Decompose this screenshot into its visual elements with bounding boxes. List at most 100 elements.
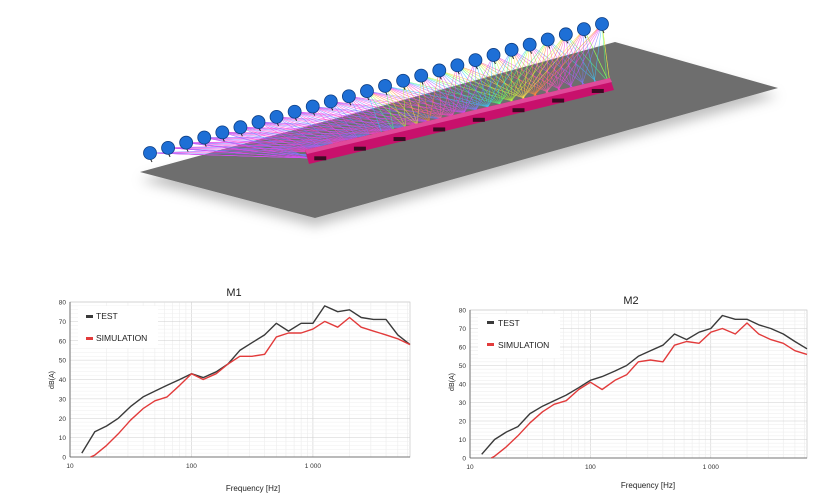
y-tick-label: 10 — [59, 435, 67, 442]
ray-path — [511, 49, 540, 102]
ray-path — [457, 65, 494, 113]
train-roof — [305, 78, 612, 154]
ray-path — [258, 121, 415, 133]
x-tick-label: 1 000 — [305, 463, 322, 470]
microphone-icon — [197, 130, 212, 145]
ray-path — [475, 60, 491, 114]
ray-path — [457, 65, 466, 120]
legend-swatch-simulation — [487, 343, 494, 346]
ray-path — [312, 106, 461, 122]
ray-path — [565, 34, 611, 85]
ray-path — [552, 23, 603, 99]
ray-path — [403, 80, 515, 108]
ray-path — [149, 152, 322, 155]
ray-path — [294, 111, 423, 131]
ray-path — [168, 147, 333, 153]
microphone-icon — [504, 42, 519, 57]
ray-path — [276, 116, 439, 127]
ray-path — [475, 59, 559, 98]
ray-path — [511, 49, 567, 95]
ray-path — [348, 95, 455, 123]
ray-path — [519, 39, 549, 107]
ray-path — [402, 80, 420, 131]
x-tick-label: 100 — [186, 463, 197, 470]
ray-path — [149, 152, 309, 159]
legend-label-simulation: SIMULATION — [96, 333, 147, 343]
microphone-icon — [414, 68, 429, 83]
ray-path — [168, 147, 309, 159]
train-model — [305, 78, 614, 164]
ray-path — [555, 29, 585, 98]
ray-path — [439, 70, 510, 109]
ray-path — [294, 111, 450, 124]
train-bogies — [314, 88, 604, 161]
microphone-icon — [432, 63, 447, 78]
ray-path — [475, 59, 532, 104]
ray-path — [579, 23, 603, 92]
bogie — [552, 98, 565, 103]
microphone-icon — [215, 125, 230, 140]
ray-path — [204, 137, 309, 159]
ray-path — [439, 70, 483, 116]
x-axis-label: Frequency [Hz] — [621, 481, 675, 490]
ray-path — [366, 90, 385, 140]
y-tick-label: 80 — [459, 308, 467, 315]
ray-path — [312, 106, 420, 131]
ray-path — [366, 90, 439, 127]
ray-path — [294, 111, 382, 141]
microphone-icon — [179, 135, 194, 150]
microphone-icon — [522, 37, 537, 52]
ray-path — [421, 75, 526, 106]
ray-path — [568, 29, 585, 95]
ray-path — [439, 70, 496, 113]
ray-path — [451, 65, 458, 123]
microphone-icon — [143, 146, 157, 160]
ray-path — [438, 70, 456, 123]
ray-path — [493, 54, 542, 101]
bogie — [353, 146, 366, 151]
ray-path — [475, 60, 477, 117]
ray-path — [384, 85, 423, 131]
ray-path — [506, 39, 549, 110]
ray-path — [402, 80, 447, 125]
ray-path — [565, 34, 586, 91]
microphone-icon — [558, 27, 573, 42]
ray-path — [457, 64, 548, 100]
ray-path — [533, 39, 549, 103]
y-tick-label: 60 — [59, 338, 67, 345]
ray-path — [330, 101, 472, 119]
ray-path — [330, 101, 404, 135]
legend-box — [78, 306, 158, 348]
ray-path — [403, 80, 488, 115]
ray-path — [565, 34, 572, 94]
microphone-icon — [287, 104, 302, 119]
ray-path — [493, 54, 515, 108]
ray-path — [402, 80, 461, 121]
legend: TEST SIMULATION — [78, 306, 158, 348]
y-tick-label: 0 — [62, 455, 66, 462]
legend-swatch-test — [487, 321, 494, 324]
ray-path — [421, 75, 472, 119]
ray-path — [601, 23, 608, 85]
ray-path — [517, 34, 567, 107]
ray-path — [312, 106, 393, 138]
ray-path — [348, 95, 415, 133]
simulation-scene — [140, 17, 778, 218]
ray-path — [511, 49, 580, 92]
ray-path — [384, 85, 436, 127]
ray-path — [544, 34, 567, 101]
ray-path — [529, 44, 537, 103]
bogie — [314, 156, 327, 161]
ray-path — [511, 49, 526, 105]
ray-path — [439, 70, 469, 119]
ray-path — [439, 70, 523, 106]
y-tick-label: 10 — [459, 437, 467, 444]
ray-path — [487, 54, 494, 115]
ray-path — [366, 90, 453, 123]
ray-path — [475, 59, 518, 107]
ray-path — [557, 34, 567, 97]
ray-path — [258, 121, 428, 129]
